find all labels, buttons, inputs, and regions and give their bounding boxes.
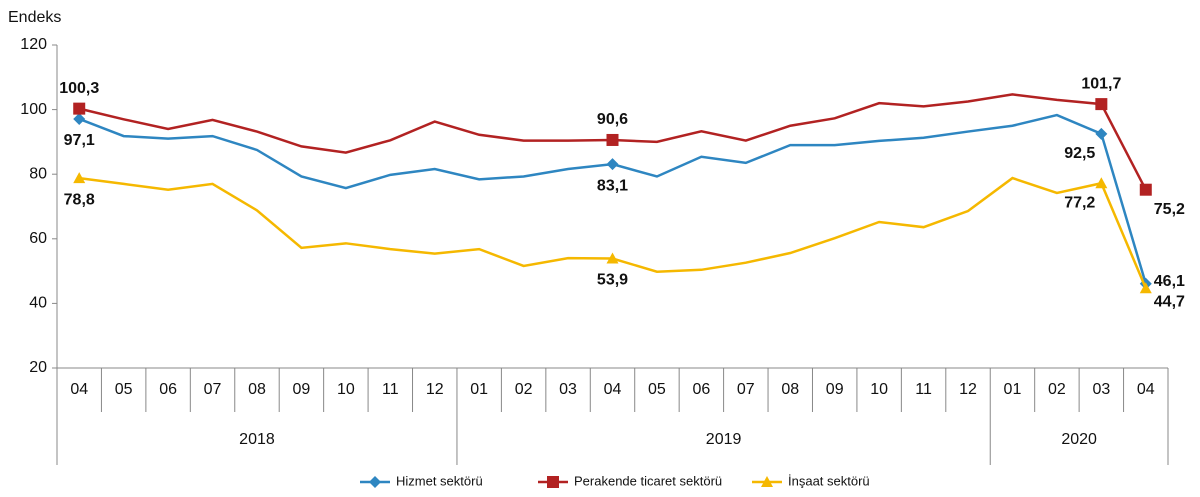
data-marker	[73, 172, 86, 184]
value-label: 46,1	[1154, 273, 1185, 290]
value-label: 90,6	[597, 111, 628, 128]
x-tick-label: 05	[648, 381, 666, 398]
value-label: 78,8	[64, 191, 95, 208]
value-label: 92,5	[1064, 145, 1095, 162]
value-label: 83,1	[597, 177, 628, 194]
group-label: 2018	[239, 431, 275, 448]
x-tick-label: 10	[337, 381, 355, 398]
x-tick-label: 05	[115, 381, 133, 398]
legend-marker	[369, 476, 381, 488]
legend-marker	[761, 476, 773, 487]
legend-label: Perakende ticaret sektörü	[574, 473, 722, 488]
value-label: 100,3	[59, 80, 99, 97]
y-axis-label: Endeks	[8, 9, 61, 26]
y-tick-label: 120	[20, 36, 47, 53]
data-marker	[1095, 177, 1108, 189]
y-tick-label: 80	[29, 165, 47, 182]
x-tick-label: 01	[1004, 381, 1022, 398]
data-marker	[1095, 127, 1108, 140]
x-tick-label: 02	[515, 381, 533, 398]
x-tick-label: 07	[204, 381, 222, 398]
data-marker	[606, 158, 619, 171]
x-tick-label: 08	[248, 381, 266, 398]
legend-marker	[547, 476, 559, 488]
x-tick-label: 02	[1048, 381, 1066, 398]
x-tick-label: 04	[70, 381, 88, 398]
x-tick-label: 08	[781, 381, 799, 398]
data-marker	[73, 102, 86, 115]
data-marker	[606, 252, 619, 264]
x-tick-label: 04	[1137, 381, 1155, 398]
value-label: 44,7	[1154, 293, 1185, 310]
x-tick-label: 09	[826, 381, 844, 398]
y-tick-label: 20	[29, 359, 47, 376]
data-marker	[1139, 183, 1152, 196]
group-label: 2020	[1061, 431, 1097, 448]
data-marker	[1095, 98, 1108, 111]
data-marker	[73, 112, 86, 125]
x-tick-label: 03	[559, 381, 577, 398]
x-tick-label: 07	[737, 381, 755, 398]
y-tick-label: 60	[29, 230, 47, 247]
value-label: 53,9	[597, 272, 628, 289]
x-tick-label: 06	[159, 381, 177, 398]
x-tick-label: 04	[604, 381, 622, 398]
x-tick-label: 11	[915, 381, 932, 398]
group-label: 2019	[706, 431, 742, 448]
x-tick-label: 03	[1092, 381, 1110, 398]
legend-label: İnşaat sektörü	[788, 473, 870, 488]
value-label: 101,7	[1081, 75, 1121, 92]
y-tick-label: 40	[29, 295, 47, 312]
x-tick-label: 12	[426, 381, 444, 398]
value-label: 77,2	[1064, 194, 1095, 211]
y-tick-label: 100	[20, 101, 47, 118]
value-label: 97,1	[64, 132, 95, 149]
x-tick-label: 09	[293, 381, 311, 398]
x-tick-label: 11	[382, 381, 399, 398]
data-marker	[606, 133, 619, 146]
x-tick-label: 10	[870, 381, 888, 398]
value-label: 75,2	[1154, 201, 1185, 218]
x-tick-label: 12	[959, 381, 977, 398]
data-marker	[1139, 282, 1152, 294]
x-tick-label: 06	[692, 381, 710, 398]
x-tick-label: 01	[470, 381, 488, 398]
legend-label: Hizmet sektörü	[396, 473, 483, 488]
